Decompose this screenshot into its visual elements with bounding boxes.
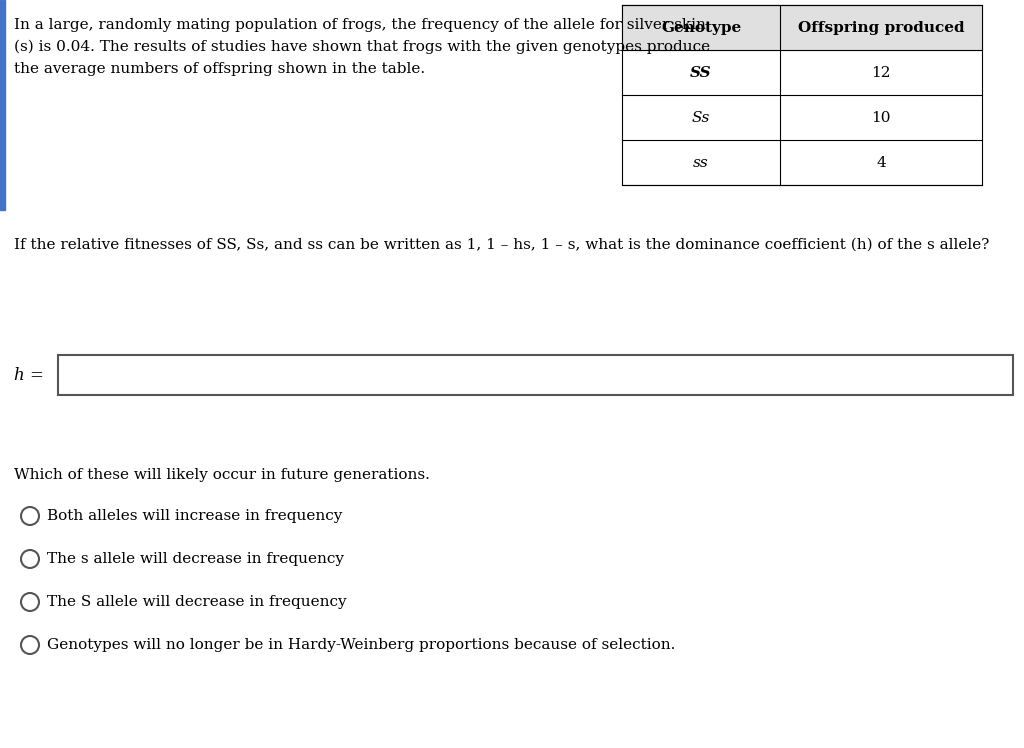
Text: 10: 10 <box>871 111 891 124</box>
Text: The S allele will decrease in frequency: The S allele will decrease in frequency <box>47 595 347 609</box>
Text: Genotype: Genotype <box>660 20 741 34</box>
Text: In a large, randomly mating population of frogs, the frequency of the allele for: In a large, randomly mating population o… <box>14 18 706 32</box>
Text: (s) is 0.04. The results of studies have shown that frogs with the given genotyp: (s) is 0.04. The results of studies have… <box>14 40 710 55</box>
Circle shape <box>22 550 39 568</box>
Text: Genotypes will no longer be in Hardy-Weinberg proportions because of selection.: Genotypes will no longer be in Hardy-Wei… <box>47 638 676 652</box>
Bar <box>622 95 982 140</box>
Bar <box>622 140 982 185</box>
Text: Ss: Ss <box>692 111 711 124</box>
Text: SS: SS <box>690 66 712 79</box>
Text: 4: 4 <box>877 156 886 170</box>
Bar <box>622 50 982 95</box>
Text: Both alleles will increase in frequency: Both alleles will increase in frequency <box>47 509 342 523</box>
Text: Offspring produced: Offspring produced <box>798 20 965 34</box>
Text: If the relative fitnesses of SS, Ss, and ss can be written as 1, 1 – hs, 1 – s, : If the relative fitnesses of SS, Ss, and… <box>14 238 989 252</box>
Text: 12: 12 <box>871 66 891 79</box>
Text: The s allele will decrease in frequency: The s allele will decrease in frequency <box>47 552 344 566</box>
Bar <box>622 5 982 50</box>
Circle shape <box>22 636 39 654</box>
Text: the average numbers of offspring shown in the table.: the average numbers of offspring shown i… <box>14 62 425 76</box>
Text: h =: h = <box>14 367 44 384</box>
Bar <box>58 355 1013 395</box>
Text: ss: ss <box>693 156 709 170</box>
Text: Which of these will likely occur in future generations.: Which of these will likely occur in futu… <box>14 468 430 482</box>
Bar <box>0 0 5 210</box>
Circle shape <box>22 593 39 611</box>
Circle shape <box>22 507 39 525</box>
